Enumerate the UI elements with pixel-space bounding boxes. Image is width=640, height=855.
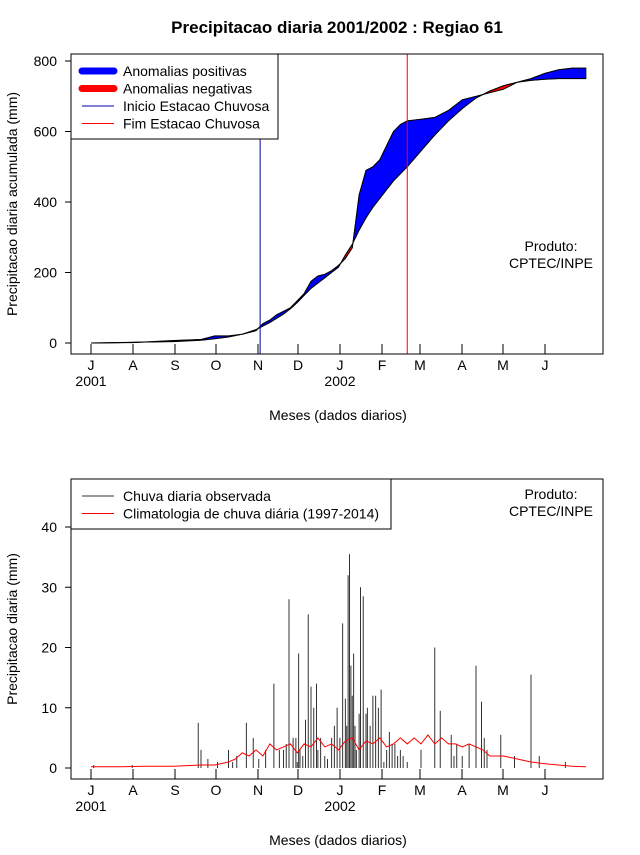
cumulative-x-tick-label: J: [88, 357, 95, 373]
cumulative-legend: Anomalias positivas Anomalias negativasIn…: [70, 53, 279, 140]
climatology-cumulative-line: [90, 78, 586, 344]
daily-x-tick-label: J: [542, 782, 549, 798]
legend-label: Climatologia de chuva diária (1997-2014): [123, 506, 379, 522]
daily-x-tick-label: A: [457, 782, 467, 798]
daily-x-tick-label: D: [293, 782, 303, 798]
daily-x-tick-label: M: [414, 782, 426, 798]
cumulative-x-tick-label: N: [253, 357, 263, 373]
daily-y-tick-label: 10: [41, 700, 57, 716]
cumulative-x-tick-label: A: [457, 357, 467, 373]
cumulative-annotation: CPTEC/INPE: [509, 255, 593, 271]
negative-anomaly-area: [483, 81, 518, 95]
daily-y-tick-label: 20: [41, 640, 57, 656]
daily-y-tick-label: 30: [41, 579, 57, 595]
cumulative-x-tick-label: F: [378, 357, 387, 373]
legend-label: Inicio Estacao Chuvosa: [123, 98, 270, 114]
cumulative-x-tick-label: J: [542, 357, 549, 373]
cumulative-x-tick-label: O: [211, 357, 222, 373]
positive-anomaly-area: [353, 93, 485, 242]
cumulative-year-label: 2002: [324, 373, 355, 389]
climatology-daily-line: [91, 734, 587, 768]
legend-label: Chuva diaria observada: [123, 488, 271, 504]
daily-x-tick-label: M: [497, 782, 509, 798]
daily-x-tick-label: N: [253, 782, 263, 798]
daily-year-label: 2001: [75, 798, 106, 814]
legend-label: Anomalias negativas: [123, 81, 252, 97]
daily-x-axis-label: Meses (dados diarios): [269, 832, 407, 848]
observed-cumulative-line: [90, 67, 586, 344]
cumulative-y-tick-label: 600: [34, 124, 58, 140]
legend-label: Anomalias positivas: [123, 63, 247, 79]
daily-x-tick-label: J: [88, 782, 95, 798]
daily-y-axis-label: Precipitacao diaria (mm): [4, 553, 20, 705]
cumulative-x-tick-label: D: [293, 357, 303, 373]
daily-y-tick-label: 0: [49, 760, 57, 776]
daily-x-tick-label: A: [128, 782, 138, 798]
positive-anomaly-area: [517, 67, 587, 83]
daily-legend: Chuva diaria observada Climatologia de ch…: [70, 478, 392, 530]
daily-panel: 0 10 20 30 40 Precipitacao diaria (mm) J A S O N D J…: [4, 478, 604, 848]
cumulative-year-label: 2001: [75, 373, 106, 389]
daily-year-label: 2002: [324, 798, 355, 814]
daily-x-tick-label: S: [170, 782, 179, 798]
cumulative-panel: 0 200 400 600 800 Precipitacao diaria acumula…: [4, 53, 604, 423]
daily-x-tick-label: J: [337, 782, 344, 798]
cumulative-y-tick-label: 0: [49, 335, 57, 351]
cumulative-y-tick-label: 400: [34, 194, 58, 210]
cumulative-x-tick-label: M: [414, 357, 426, 373]
daily-annotation: Produto:: [525, 486, 578, 502]
cumulative-annotation: Produto:: [525, 238, 578, 254]
cumulative-x-tick-label: S: [170, 357, 179, 373]
cumulative-plot-frame: [70, 53, 604, 355]
cumulative-x-tick-label: M: [497, 357, 509, 373]
cumulative-y-tick-label: 800: [34, 53, 58, 69]
daily-annotation: CPTEC/INPE: [509, 503, 593, 519]
daily-x-tick-label: O: [211, 782, 222, 798]
chart-title: Precipitacao diaria 2001/2002 : Regiao 6…: [171, 18, 503, 37]
cumulative-x-tick-label: A: [128, 357, 138, 373]
cumulative-x-tick-label: J: [337, 357, 344, 373]
daily-y-tick-label: 40: [41, 519, 57, 535]
cumulative-y-axis-label: Precipitacao diaria acumulada (mm): [4, 92, 20, 316]
cumulative-x-axis-label: Meses (dados diarios): [269, 407, 407, 423]
cumulative-y-tick-label: 200: [34, 265, 58, 281]
legend-label: Fim Estacao Chuvosa: [123, 116, 260, 132]
daily-x-tick-label: F: [378, 782, 387, 798]
daily-legend-box: [70, 478, 392, 530]
